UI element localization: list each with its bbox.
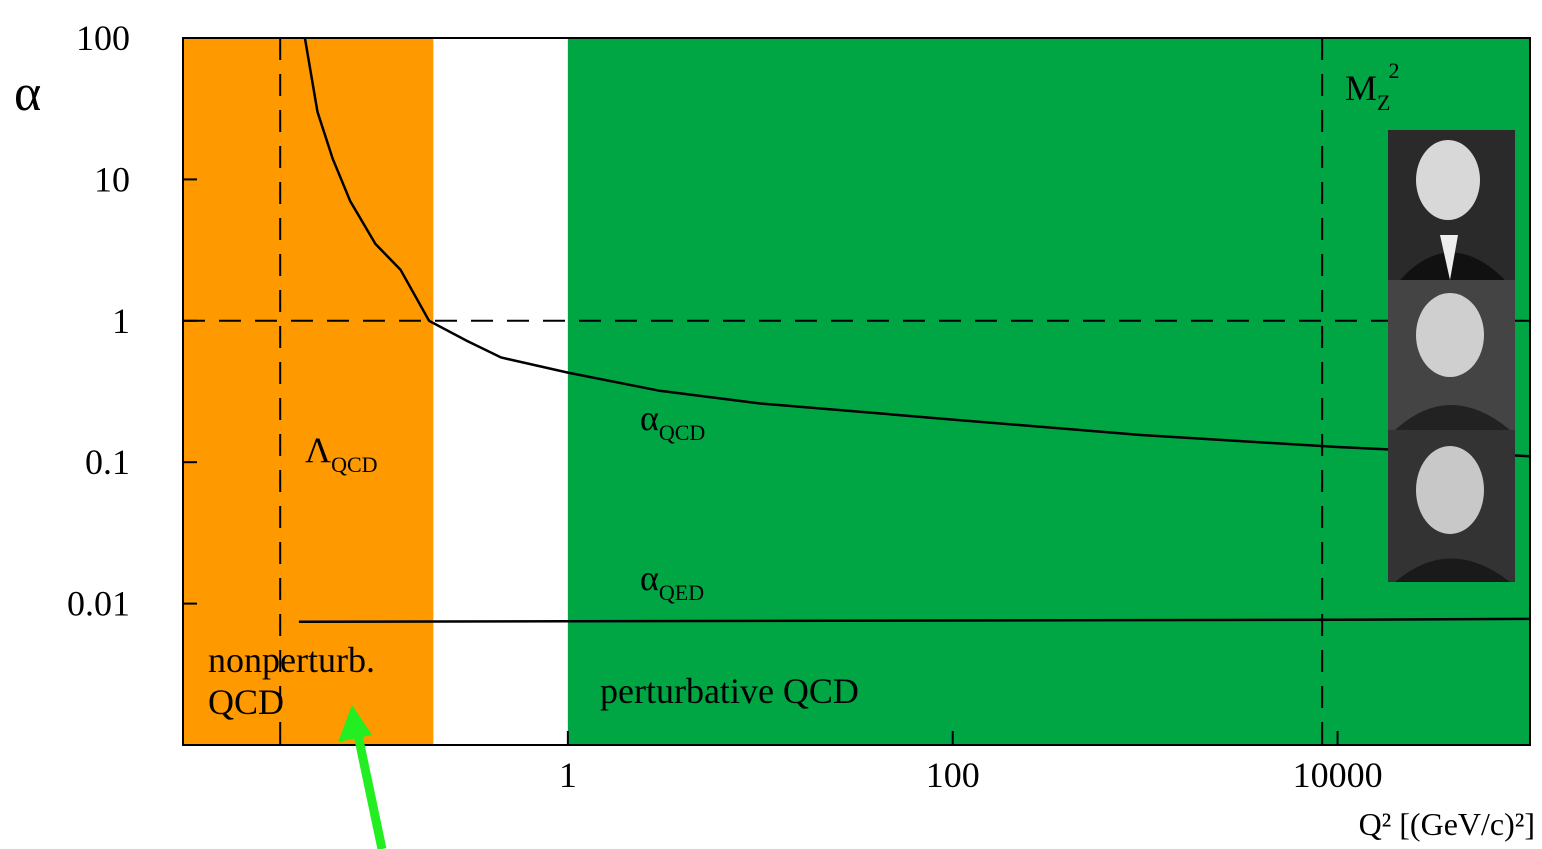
x-tick-label: 100 (926, 755, 980, 795)
x-axis-label: Q² [(GeV/c)²] (1359, 806, 1535, 842)
annotation-sub: QCD (659, 420, 705, 445)
y-tick-label: 100 (76, 18, 130, 58)
annotation-sub: QCD (331, 452, 377, 477)
annotation: nonperturb. (208, 640, 375, 680)
annotation: QCD (208, 682, 284, 722)
y-tick-label: 0.1 (85, 442, 130, 482)
annotation: perturbative QCD (600, 671, 859, 711)
y-tick-label: 10 (94, 159, 130, 199)
portraits (1388, 130, 1515, 582)
x-tick-label: 10000 (1293, 755, 1383, 795)
annotation-sub: QED (659, 580, 704, 605)
region (183, 38, 433, 745)
chart: α Q² [(GeV/c)²] 0.010.1110100110010000ΛQ… (0, 0, 1542, 849)
y-tick-label: 1 (112, 301, 130, 341)
annotation-sub: Z (1377, 90, 1390, 115)
y-tick-label: 0.01 (67, 584, 130, 624)
annotation-text: α (640, 558, 659, 598)
annotation-text: Λ (305, 430, 331, 470)
region (568, 38, 1530, 745)
annotation-sup: 2 (1388, 58, 1399, 83)
y-axis-label: α (14, 65, 41, 122)
annotation-text: α (640, 398, 659, 438)
annotation-text: M (1345, 68, 1377, 108)
x-tick-label: 1 (559, 755, 577, 795)
